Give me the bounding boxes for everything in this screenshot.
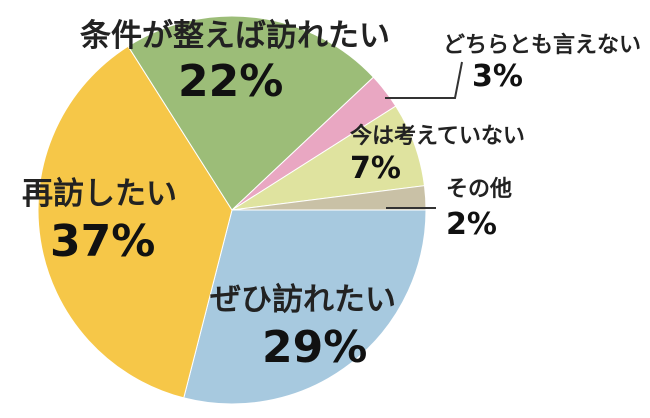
- pie-slices: [37, 15, 427, 405]
- label-other: その他: [446, 177, 512, 202]
- slice-other: [231, 185, 427, 211]
- value-if-conditions-met: 22%: [178, 56, 283, 107]
- value-revisit: 37%: [50, 216, 155, 267]
- label-want-to-visit: ぜひ訪れたい: [210, 282, 396, 318]
- label-revisit: 再訪したい: [22, 176, 177, 212]
- slice-if-conditions-met: [127, 15, 375, 211]
- value-other: 2%: [446, 207, 497, 242]
- slice-want-to-visit: [183, 209, 427, 405]
- label-undecided: どちらとも言えない: [443, 32, 641, 58]
- label-not-considering: 今は考えていない: [350, 123, 525, 149]
- value-want-to-visit: 29%: [262, 322, 367, 373]
- value-not-considering: 7%: [350, 151, 401, 186]
- value-undecided: 3%: [472, 59, 523, 94]
- label-if-conditions-met: 条件が整えば訪れたい: [80, 18, 390, 54]
- leader-line-neutral: [385, 61, 463, 99]
